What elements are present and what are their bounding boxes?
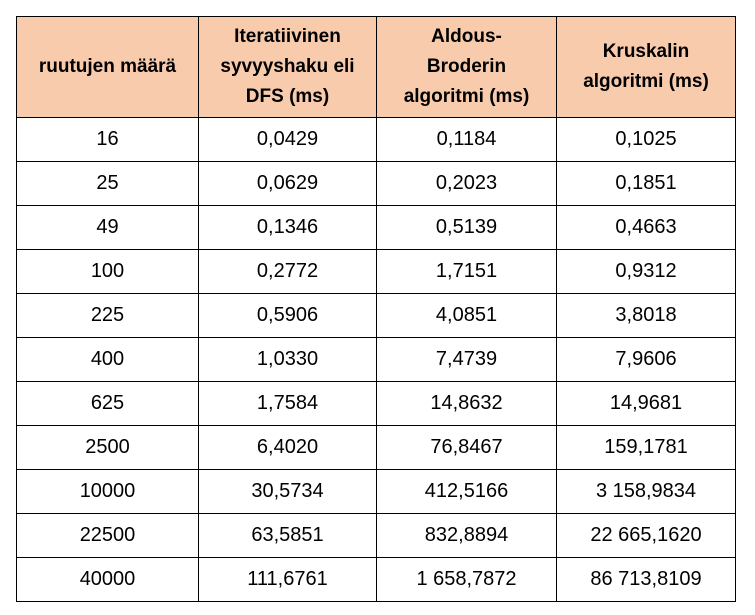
cell-aldous-broder-ms: 76,8467 [376, 425, 557, 470]
cell-dfs-ms: 30,5734 [198, 469, 377, 514]
cell-aldous-broder-ms: 4,0851 [376, 293, 557, 338]
cell-dfs-ms: 6,4020 [198, 425, 377, 470]
table-row: 100 0,2772 1,7151 0,9312 [16, 249, 736, 294]
cell-kruskal-ms: 3,8018 [556, 293, 736, 338]
header-cell-aldous-broder: Aldous- Broderin algoritmi (ms) [376, 16, 557, 118]
cell-dfs-ms: 1,0330 [198, 337, 377, 382]
header-cell-kruskal: Kruskalin algoritmi (ms) [556, 16, 736, 118]
cell-dfs-ms: 0,0429 [198, 117, 377, 162]
table-row: 10000 30,5734 412,5166 3 158,9834 [16, 469, 736, 514]
cell-kruskal-ms: 0,9312 [556, 249, 736, 294]
cell-kruskal-ms: 14,9681 [556, 381, 736, 426]
table-body: 16 0,0429 0,1184 0,1025 25 0,0629 0,2023 0,1851… [16, 117, 736, 602]
table-row: 16 0,0429 0,1184 0,1025 [16, 117, 736, 162]
cell-dfs-ms: 111,6761 [198, 557, 377, 602]
cell-dfs-ms: 0,2772 [198, 249, 377, 294]
cell-aldous-broder-ms: 1 658,7872 [376, 557, 557, 602]
timing-table: ruutujen määrä Iteratiivinen syvyyshaku … [16, 16, 736, 602]
header-line: syvyyshaku eli [220, 56, 355, 77]
cell-aldous-broder-ms: 0,2023 [376, 161, 557, 206]
cell-dfs-ms: 63,5851 [198, 513, 377, 558]
cell-kruskal-ms: 22 665,1620 [556, 513, 736, 558]
header-line: Aldous- [431, 26, 502, 47]
cell-aldous-broder-ms: 14,8632 [376, 381, 557, 426]
header-line: ruutujen määrä [38, 56, 177, 77]
cell-kruskal-ms: 0,4663 [556, 205, 736, 250]
cell-dfs-ms: 0,5906 [198, 293, 377, 338]
cell-aldous-broder-ms: 7,4739 [376, 337, 557, 382]
header-cell-dfs: Iteratiivinen syvyyshaku eli DFS (ms) [198, 16, 377, 118]
table-row: 625 1,7584 14,8632 14,9681 [16, 381, 736, 426]
cell-kruskal-ms: 7,9606 [556, 337, 736, 382]
table-row: 400 1,0330 7,4739 7,9606 [16, 337, 736, 382]
cell-dfs-ms: 0,1346 [198, 205, 377, 250]
cell-grid-size: 16 [16, 117, 199, 162]
table-row: 25 0,0629 0,2023 0,1851 [16, 161, 736, 206]
cell-dfs-ms: 0,0629 [198, 161, 377, 206]
table-container: ruutujen määrä Iteratiivinen syvyyshaku … [16, 16, 736, 602]
cell-grid-size: 625 [16, 381, 199, 426]
cell-aldous-broder-ms: 412,5166 [376, 469, 557, 514]
header-line: DFS (ms) [245, 86, 330, 107]
header-line: Broderin [426, 56, 507, 77]
header-line: Kruskalin [602, 41, 690, 62]
table-row: 49 0,1346 0,5139 0,4663 [16, 205, 736, 250]
header-line: Iteratiivinen [234, 26, 341, 47]
cell-kruskal-ms: 86 713,8109 [556, 557, 736, 602]
table-row: 22500 63,5851 832,8894 22 665,1620 [16, 513, 736, 558]
header-line: algoritmi (ms) [403, 86, 530, 107]
cell-grid-size: 22500 [16, 513, 199, 558]
cell-grid-size: 225 [16, 293, 199, 338]
cell-aldous-broder-ms: 832,8894 [376, 513, 557, 558]
cell-grid-size: 25 [16, 161, 199, 206]
cell-grid-size: 100 [16, 249, 199, 294]
cell-aldous-broder-ms: 1,7151 [376, 249, 557, 294]
header-row: ruutujen määrä Iteratiivinen syvyyshaku … [16, 16, 736, 118]
cell-grid-size: 49 [16, 205, 199, 250]
cell-aldous-broder-ms: 0,1184 [376, 117, 557, 162]
table-row: 2500 6,4020 76,8467 159,1781 [16, 425, 736, 470]
header-cell-grid-size: ruutujen määrä [16, 16, 199, 118]
cell-kruskal-ms: 159,1781 [556, 425, 736, 470]
header-line: algoritmi (ms) [583, 71, 709, 92]
cell-kruskal-ms: 0,1851 [556, 161, 736, 206]
cell-grid-size: 10000 [16, 469, 199, 514]
cell-kruskal-ms: 3 158,9834 [556, 469, 736, 514]
cell-grid-size: 2500 [16, 425, 199, 470]
cell-grid-size: 40000 [16, 557, 199, 602]
cell-grid-size: 400 [16, 337, 199, 382]
cell-dfs-ms: 1,7584 [198, 381, 377, 426]
table-row: 225 0,5906 4,0851 3,8018 [16, 293, 736, 338]
table-row: 40000 111,6761 1 658,7872 86 713,8109 [16, 557, 736, 602]
cell-kruskal-ms: 0,1025 [556, 117, 736, 162]
cell-aldous-broder-ms: 0,5139 [376, 205, 557, 250]
